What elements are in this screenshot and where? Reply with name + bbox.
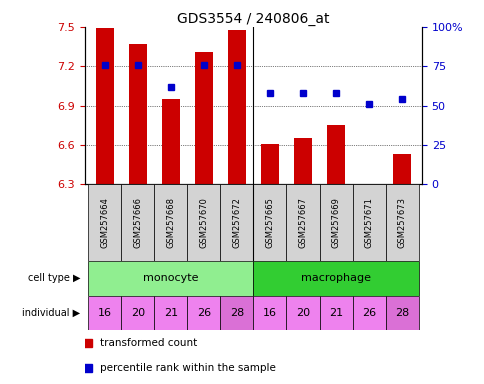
Bar <box>260 144 278 184</box>
Text: transformed count: transformed count <box>100 338 197 348</box>
Bar <box>253 261 418 296</box>
Bar <box>187 184 220 261</box>
Bar <box>326 125 345 184</box>
Bar <box>319 296 352 330</box>
Bar <box>154 296 187 330</box>
Bar <box>253 296 286 330</box>
Bar <box>121 296 154 330</box>
Text: 20: 20 <box>295 308 309 318</box>
Text: 16: 16 <box>262 308 276 318</box>
Text: 28: 28 <box>394 308 408 318</box>
Bar <box>187 296 220 330</box>
Bar <box>319 184 352 261</box>
Text: GSM257669: GSM257669 <box>331 197 340 248</box>
Bar <box>220 184 253 261</box>
Title: GDS3554 / 240806_at: GDS3554 / 240806_at <box>177 12 329 26</box>
Bar <box>286 184 319 261</box>
Text: 21: 21 <box>328 308 342 318</box>
Bar <box>352 296 385 330</box>
Text: GSM257672: GSM257672 <box>232 197 241 248</box>
Bar <box>154 184 187 261</box>
Bar <box>385 184 418 261</box>
Text: GSM257673: GSM257673 <box>397 197 406 248</box>
Text: individual ▶: individual ▶ <box>22 308 80 318</box>
Bar <box>88 261 253 296</box>
Text: 26: 26 <box>361 308 376 318</box>
Text: monocyte: monocyte <box>143 273 198 283</box>
Text: GSM257666: GSM257666 <box>133 197 142 248</box>
Text: GSM257668: GSM257668 <box>166 197 175 248</box>
Text: GSM257665: GSM257665 <box>265 197 274 248</box>
Text: GSM257667: GSM257667 <box>298 197 307 248</box>
Text: 28: 28 <box>229 308 243 318</box>
Text: percentile rank within the sample: percentile rank within the sample <box>100 362 275 373</box>
Bar <box>392 154 410 184</box>
Text: 26: 26 <box>197 308 211 318</box>
Bar <box>220 296 253 330</box>
Text: 20: 20 <box>130 308 145 318</box>
Bar <box>95 28 114 184</box>
Text: macrophage: macrophage <box>301 273 370 283</box>
Bar <box>385 296 418 330</box>
Bar <box>352 184 385 261</box>
Bar <box>121 184 154 261</box>
Bar <box>227 30 245 184</box>
Text: 21: 21 <box>164 308 178 318</box>
Bar <box>161 99 180 184</box>
Bar <box>128 44 147 184</box>
Text: GSM257671: GSM257671 <box>364 197 373 248</box>
Text: cell type ▶: cell type ▶ <box>28 273 80 283</box>
Bar <box>88 296 121 330</box>
Bar <box>293 138 311 184</box>
Bar <box>286 296 319 330</box>
Bar <box>195 52 212 184</box>
Bar <box>88 184 121 261</box>
Text: GSM257664: GSM257664 <box>100 197 109 248</box>
Text: GSM257670: GSM257670 <box>199 197 208 248</box>
Text: 16: 16 <box>97 308 111 318</box>
Bar <box>253 184 286 261</box>
